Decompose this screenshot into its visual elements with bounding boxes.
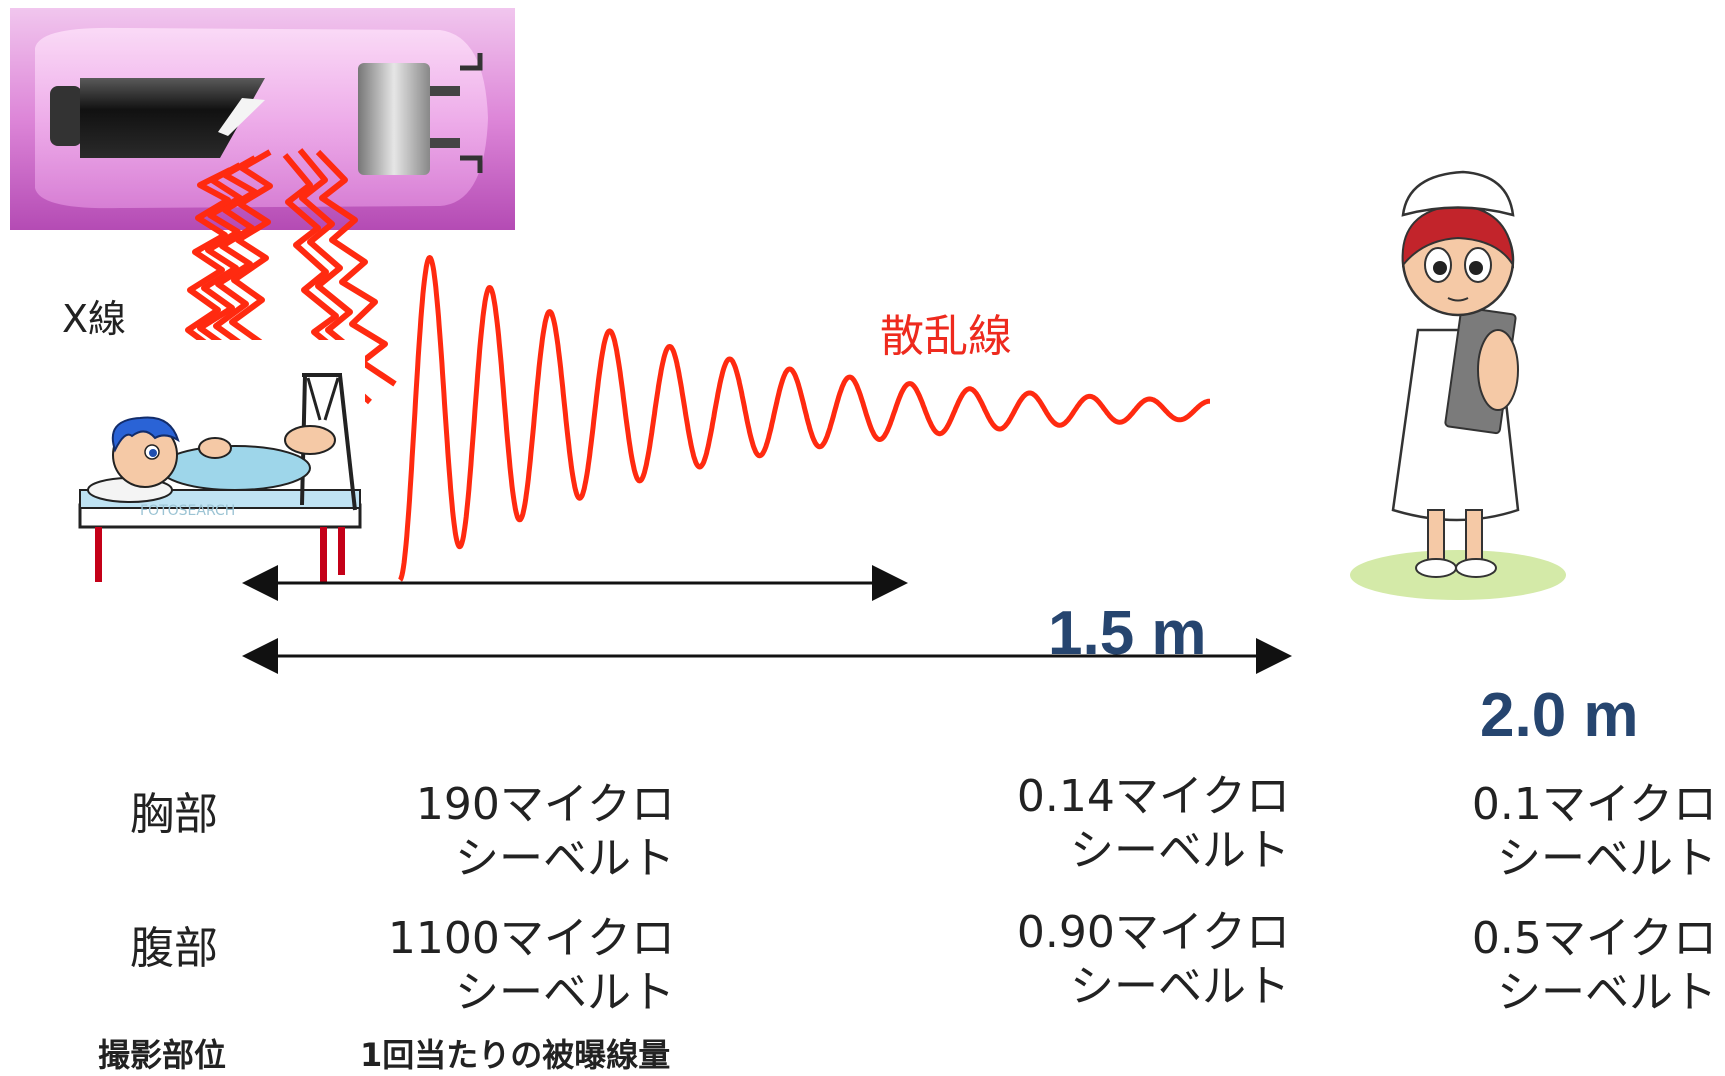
distance-arrows	[242, 565, 1292, 674]
dose-abdomen-2-0m: 0.5マイクロ シーベルト	[1357, 912, 1717, 1020]
dose-line: 0.14マイクロ	[1016, 771, 1290, 822]
dose-line: シーベルト	[455, 967, 675, 1018]
dose-chest-2-0m: 0.1マイクロ シーベルト	[1357, 778, 1717, 886]
dose-line: シーベルト	[1070, 961, 1290, 1012]
xray-tube-image	[10, 8, 515, 230]
dose-chest-1-5m: 0.14マイクロ シーベルト	[930, 770, 1290, 878]
scatter-radiation-wave	[398, 255, 1212, 582]
body-part-chest: 胸部	[130, 789, 218, 840]
dose-column-header: 1回当たりの被曝線量	[360, 1036, 671, 1074]
dose-abdomen-1-5m: 0.90マイクロ シーベルト	[930, 906, 1290, 1014]
dose-line: シーベルト	[1497, 833, 1717, 884]
dose-abdomen-patient: 1100マイクロ シーベルト	[295, 912, 675, 1020]
scatter-label: 散乱線	[880, 311, 1012, 362]
dose-line: 0.90マイクロ	[1016, 907, 1290, 958]
dose-line: シーベルト	[1070, 825, 1290, 876]
dose-line: 190マイクロ	[415, 779, 675, 830]
dose-line: 0.1マイクロ	[1471, 779, 1717, 830]
site-column-header: 撮影部位	[98, 1036, 227, 1074]
distance-2-0m-label: 2.0 m	[1480, 681, 1639, 750]
scatter-wave-path	[398, 255, 1212, 582]
dose-line: シーベルト	[455, 833, 675, 884]
body-part-abdomen: 腹部	[130, 923, 218, 974]
dose-chest-patient: 190マイクロ シーベルト	[315, 778, 675, 886]
nurse-illustration	[1350, 170, 1566, 600]
xray-label: X線	[62, 297, 127, 341]
dose-line: シーベルト	[1497, 967, 1717, 1018]
distance-1-5m-label: 1.5 m	[1048, 599, 1207, 668]
dose-line: 1100マイクロ	[387, 913, 675, 964]
watermark: FOTOSEARCH	[140, 503, 235, 519]
dose-line: 0.5マイクロ	[1471, 913, 1717, 964]
